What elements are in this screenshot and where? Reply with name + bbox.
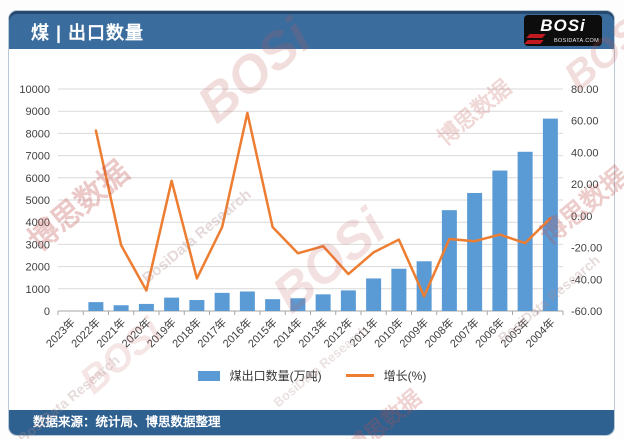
logo-stripe-icon bbox=[524, 40, 544, 44]
logo-subtext: BOSIDATA.COM bbox=[554, 38, 599, 44]
header-bar: 煤 | 出口数量 BOSi BOSIDATA.COM bbox=[9, 11, 614, 49]
legend-line-swatch-icon bbox=[345, 374, 374, 377]
bosi-logo: BOSi BOSIDATA.COM bbox=[524, 15, 602, 46]
logo-text: BOSi bbox=[540, 16, 586, 35]
legend: 煤出口数量(万吨) 增长(%) bbox=[0, 367, 624, 384]
legend-line-label: 增长(%) bbox=[383, 369, 427, 383]
page-title: 煤 | 出口数量 bbox=[31, 23, 145, 43]
legend-bar-label: 煤出口数量(万吨) bbox=[229, 369, 322, 383]
source-note: 数据来源：统计局、博思数据整理 bbox=[33, 415, 221, 429]
footer-bar: 数据来源：统计局、博思数据整理 bbox=[9, 410, 614, 435]
legend-bar-swatch-icon bbox=[197, 370, 220, 381]
